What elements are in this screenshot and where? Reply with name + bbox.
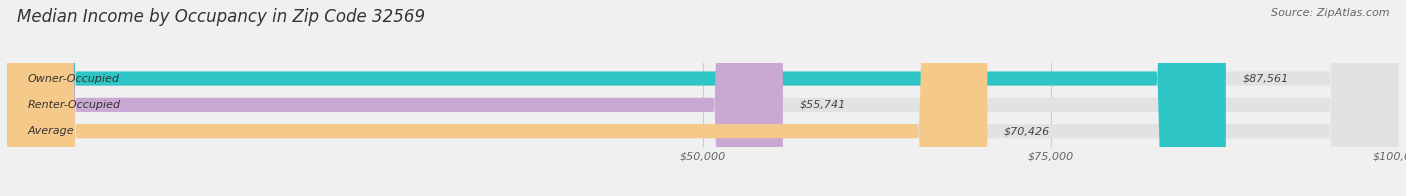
Text: $70,426: $70,426 [1004, 126, 1050, 136]
Text: Source: ZipAtlas.com: Source: ZipAtlas.com [1271, 8, 1389, 18]
FancyBboxPatch shape [7, 0, 1399, 196]
FancyBboxPatch shape [7, 0, 1399, 196]
FancyBboxPatch shape [7, 0, 987, 196]
Text: Owner-Occupied: Owner-Occupied [28, 74, 120, 83]
Text: $87,561: $87,561 [1243, 74, 1289, 83]
Text: Average: Average [28, 126, 75, 136]
Text: $55,741: $55,741 [800, 100, 846, 110]
FancyBboxPatch shape [7, 0, 1226, 196]
FancyBboxPatch shape [7, 0, 1399, 196]
FancyBboxPatch shape [7, 0, 783, 196]
Text: Renter-Occupied: Renter-Occupied [28, 100, 121, 110]
Text: Median Income by Occupancy in Zip Code 32569: Median Income by Occupancy in Zip Code 3… [17, 8, 425, 26]
